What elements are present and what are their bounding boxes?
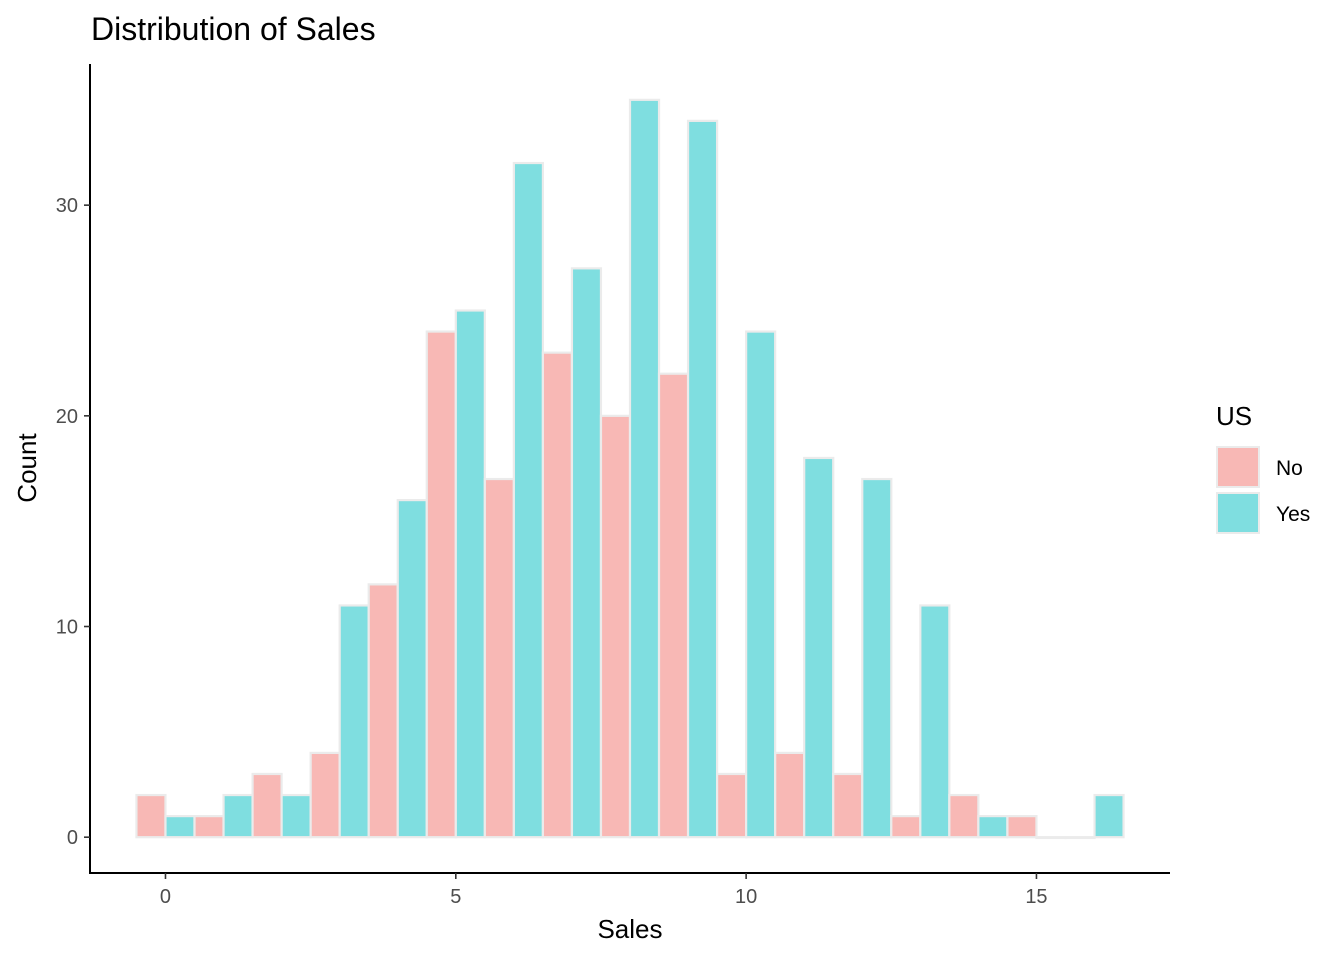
bar-no-11 — [774, 751, 806, 839]
bar-yes-13 — [919, 604, 951, 839]
bar-yes-14 — [977, 815, 1009, 839]
bar-no-8 — [599, 414, 632, 839]
bar-yes-0 — [164, 815, 196, 839]
bar-yes-7 — [570, 267, 603, 839]
bar-yes-4 — [396, 499, 428, 839]
y-axis-title: Count — [12, 433, 42, 503]
legend-key-no — [1216, 446, 1260, 488]
bar-yes-1 — [222, 793, 254, 839]
bar-no-0 — [135, 793, 167, 839]
bar-yes-5 — [454, 309, 486, 839]
x-tick-label: 0 — [160, 886, 171, 908]
bar-yes-11 — [803, 456, 835, 839]
bar-no-7 — [541, 351, 574, 839]
bar-no-5 — [425, 330, 457, 839]
y-tick-label: 30 — [56, 195, 78, 217]
bar-yes-12 — [861, 477, 893, 839]
y-ticks: 0 10 20 30 — [56, 195, 90, 849]
x-axis-title: Sales — [597, 914, 662, 944]
bar-yes-6 — [512, 161, 544, 839]
x-tick-label: 10 — [735, 886, 757, 908]
bar-no-2 — [251, 772, 283, 839]
bar-yes-3 — [338, 604, 370, 839]
bar-yes-2 — [280, 793, 312, 839]
legend-title: US — [1216, 401, 1252, 431]
legend-label-yes: Yes — [1276, 503, 1310, 526]
x-tick-label: 5 — [450, 886, 461, 908]
bar-no-6 — [483, 477, 515, 839]
bar-no-1 — [193, 815, 225, 839]
y-tick-label: 0 — [67, 827, 78, 849]
y-tick-label: 10 — [56, 617, 78, 639]
bar-no-13 — [890, 815, 922, 839]
bar-no-12 — [832, 772, 864, 839]
bar-yes-8 — [628, 98, 661, 839]
y-tick-label: 20 — [56, 406, 78, 428]
x-tick-label: 15 — [1025, 886, 1047, 908]
legend-key-yes — [1216, 492, 1260, 534]
bar-no-4 — [367, 583, 399, 839]
chart-title: Distribution of Sales — [91, 11, 376, 47]
bar-no-16 — [1064, 836, 1096, 840]
bar-yes-9 — [686, 119, 719, 839]
bar-no-14 — [948, 793, 980, 839]
bar-no-3 — [309, 751, 341, 839]
bar-no-15 — [1006, 815, 1038, 839]
bars-group — [135, 98, 1125, 840]
bar-yes-16 — [1093, 793, 1125, 839]
x-ticks: 0 5 10 15 — [160, 873, 1048, 908]
bar-no-10 — [715, 772, 748, 839]
legend: US No Yes — [1216, 401, 1310, 534]
bar-yes-15 — [1035, 836, 1067, 840]
bar-yes-10 — [745, 330, 777, 839]
legend-items: No Yes — [1216, 446, 1310, 534]
bar-no-9 — [657, 372, 690, 839]
legend-label-no: No — [1276, 457, 1303, 480]
